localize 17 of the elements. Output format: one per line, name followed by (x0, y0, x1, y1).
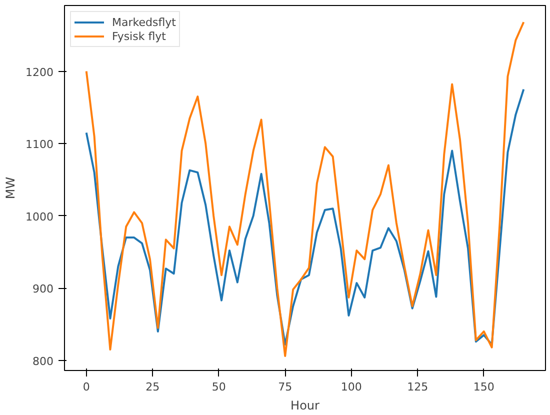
y-tick-label: 1200 (26, 66, 54, 79)
x-tick-label: 100 (340, 380, 362, 394)
x-tick-label: 25 (146, 380, 160, 394)
legend-label: Markedsflyt (112, 15, 176, 29)
y-tick-label: 1100 (26, 138, 54, 152)
x-tick-label: 150 (473, 380, 494, 394)
line-series (85, 88, 525, 346)
y-axis-title: MW (4, 176, 18, 200)
x-tick-label: 75 (278, 380, 292, 394)
x-axis-title: Hour (290, 398, 320, 412)
y-tick-label: 1000 (26, 210, 54, 224)
x-tick-label: 0 (82, 380, 90, 394)
x-tick-label: 125 (407, 380, 428, 394)
x-tick-label: 50 (212, 380, 226, 394)
y-tick-label: 800 (32, 354, 54, 368)
y-tick-label: 900 (32, 282, 54, 296)
legend-label: Fysisk flyt (112, 29, 166, 43)
